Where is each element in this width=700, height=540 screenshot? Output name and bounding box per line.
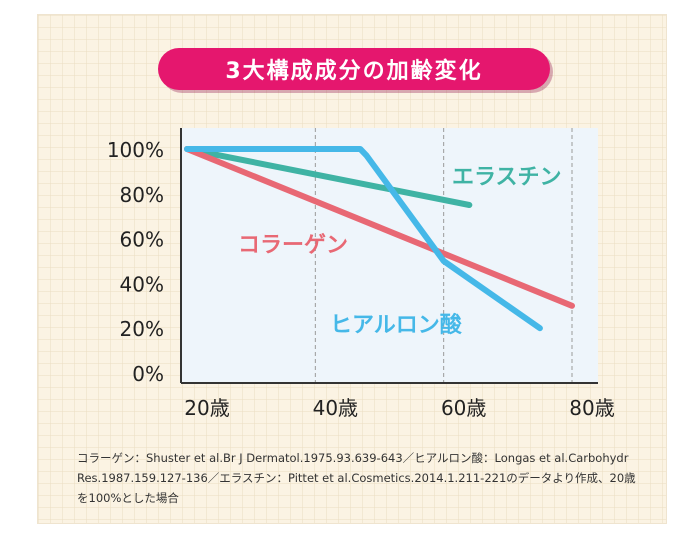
- y-tick-label: 60%: [120, 228, 164, 252]
- x-tick-label: 40歳: [313, 396, 358, 420]
- y-tick-label: 0%: [132, 362, 164, 386]
- plot-area: [181, 128, 598, 383]
- x-tick-label: 20歳: [184, 396, 229, 420]
- series-line-0: [184, 146, 473, 208]
- series-line-1: [184, 146, 575, 309]
- chart-title: 3大構成成分の加齢変化: [158, 48, 550, 90]
- y-tick-label: 40%: [120, 272, 164, 296]
- series-line-2: [184, 146, 543, 332]
- x-tick-label: 80歳: [569, 396, 614, 420]
- y-tick-label: 20%: [120, 317, 164, 341]
- series-label-0: エラスチン: [452, 165, 562, 190]
- y-tick-label: 80%: [120, 183, 164, 207]
- x-tick-label: 60歳: [441, 396, 486, 420]
- series-label-2: ヒアルロン酸: [330, 313, 463, 338]
- series-label-1: コラーゲン: [238, 233, 348, 258]
- y-tick-label: 100%: [107, 138, 164, 162]
- source-note: コラーゲン：Shuster et al.Br J Dermatol.1975.9…: [77, 451, 636, 505]
